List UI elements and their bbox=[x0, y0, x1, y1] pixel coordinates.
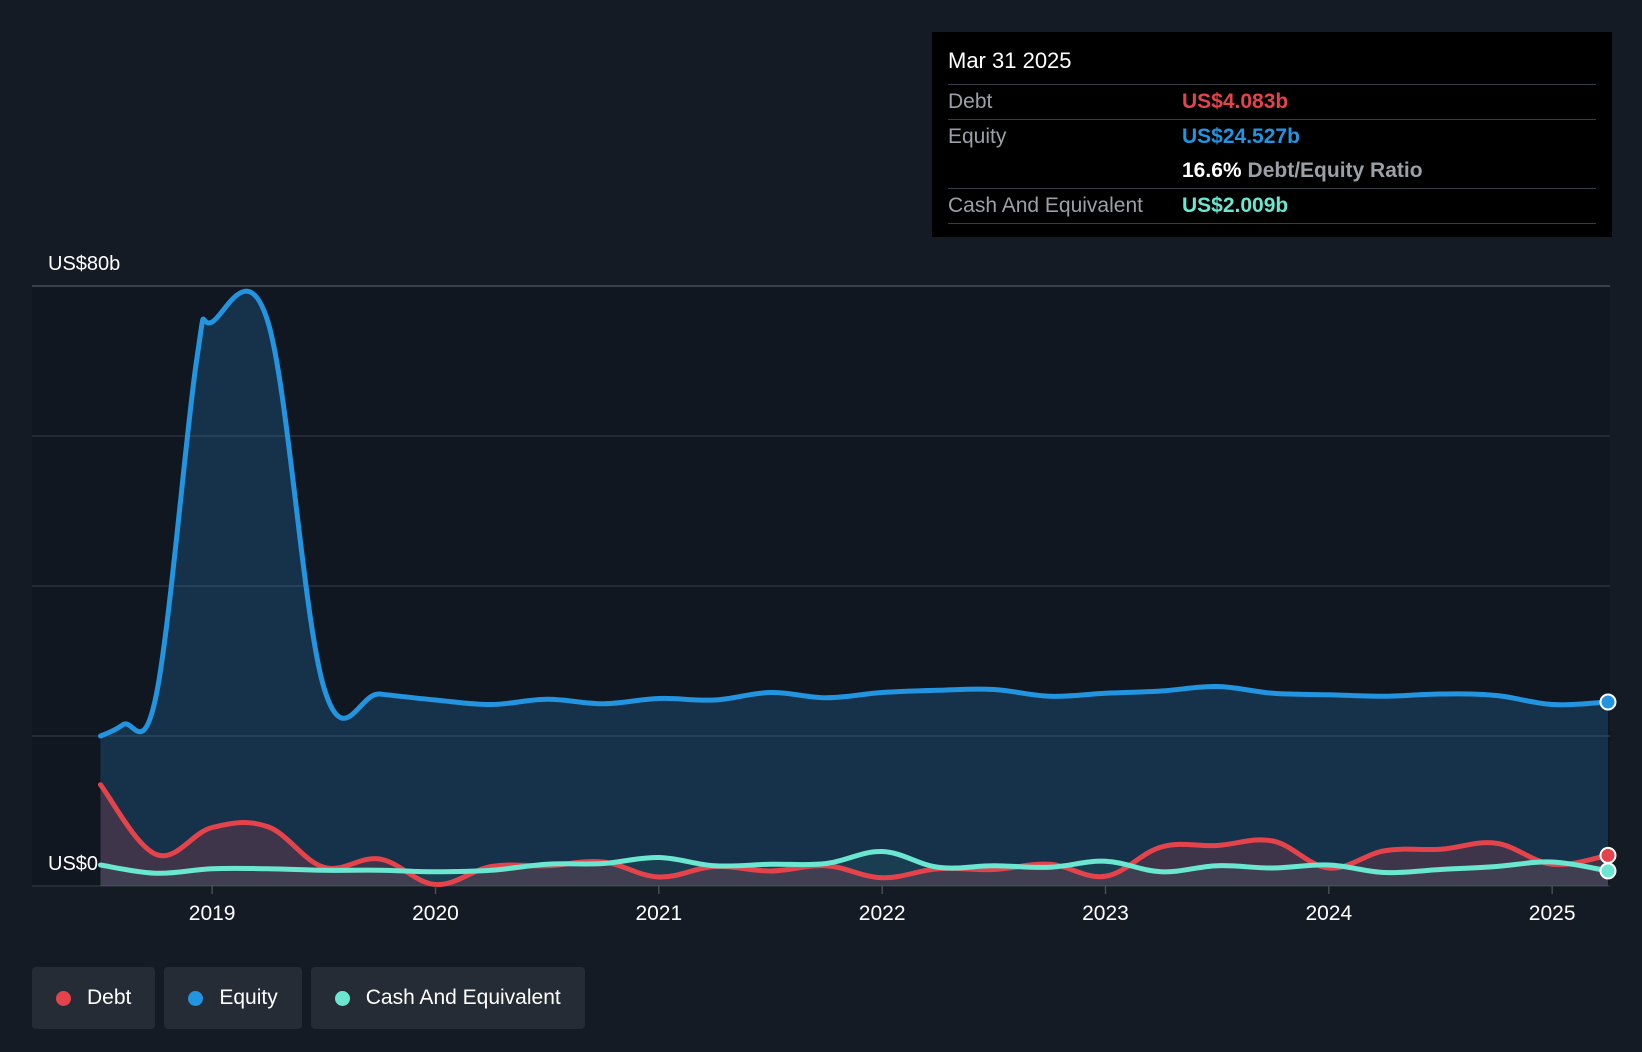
tooltip-equity-value: US$24.527b bbox=[1182, 125, 1300, 148]
x-axis: 2019 2020 2021 2022 2023 2024 2025 bbox=[189, 886, 1576, 925]
legend: Debt Equity Cash And Equivalent bbox=[32, 967, 585, 1029]
tooltip-row-debt: Debt US$4.083b bbox=[948, 84, 1596, 119]
tooltip-row-cash: Cash And Equivalent US$2.009b bbox=[948, 188, 1596, 224]
tooltip-ratio-value: 16.6% bbox=[1182, 159, 1242, 182]
series-lines bbox=[97, 288, 1611, 888]
legend-item-cash[interactable]: Cash And Equivalent bbox=[310, 967, 585, 1029]
legend-label-debt: Debt bbox=[87, 986, 132, 1009]
debt-dot-icon bbox=[56, 990, 71, 1006]
x-tick-label: 2022 bbox=[859, 902, 906, 925]
equity-area bbox=[100, 291, 1608, 886]
legend-item-equity[interactable]: Equity bbox=[164, 967, 302, 1029]
x-tick-label: 2020 bbox=[412, 902, 459, 925]
series-areas bbox=[100, 291, 1608, 886]
tooltip-cash-value: US$2.009b bbox=[1182, 194, 1289, 217]
cash-and-equivalent-end-marker bbox=[1599, 862, 1617, 880]
cash-and-equivalent-line bbox=[97, 848, 1611, 876]
cash-and-equivalent-area bbox=[100, 851, 1608, 886]
equity-end-marker bbox=[1599, 693, 1617, 711]
legend-item-debt[interactable]: Debt bbox=[32, 967, 156, 1029]
x-tick-label: 2023 bbox=[1082, 902, 1129, 925]
equity-line bbox=[97, 288, 1611, 739]
series-end-markers bbox=[1599, 693, 1617, 880]
y-axis-top-label: US$80b bbox=[48, 253, 120, 275]
x-tick-label: 2025 bbox=[1529, 902, 1576, 925]
tooltip-ratio-label: Debt/Equity Ratio bbox=[1247, 159, 1423, 182]
tooltip-debt-label: Debt bbox=[948, 90, 993, 113]
tooltip-debt-value: US$4.083b bbox=[1182, 90, 1289, 113]
legend-label-cash: Cash And Equivalent bbox=[365, 986, 561, 1009]
x-tick-label: 2024 bbox=[1305, 902, 1352, 925]
tooltip-row-equity: Equity US$24.527b bbox=[948, 119, 1596, 154]
tooltip-date: Mar 31 2025 bbox=[948, 48, 1072, 73]
y-axis-zero-label: US$0 bbox=[48, 853, 98, 875]
tooltip-equity-label: Equity bbox=[948, 125, 1007, 148]
tooltip-cash-label: Cash And Equivalent bbox=[948, 194, 1143, 217]
gridlines bbox=[32, 285, 1610, 887]
legend-label-equity: Equity bbox=[219, 986, 278, 1009]
x-tick-label: 2021 bbox=[635, 902, 682, 925]
cash-dot-icon bbox=[334, 990, 350, 1006]
debt-area bbox=[100, 784, 1608, 886]
equity-dot-icon bbox=[188, 990, 204, 1006]
tooltip-row-ratio: 16.6% Debt/Equity Ratio bbox=[948, 154, 1596, 188]
x-tick-label: 2019 bbox=[189, 902, 236, 925]
debt-end-marker bbox=[1599, 846, 1617, 864]
tooltip: Mar 31 2025 Debt US$4.083b Equity US$24.… bbox=[932, 32, 1612, 237]
